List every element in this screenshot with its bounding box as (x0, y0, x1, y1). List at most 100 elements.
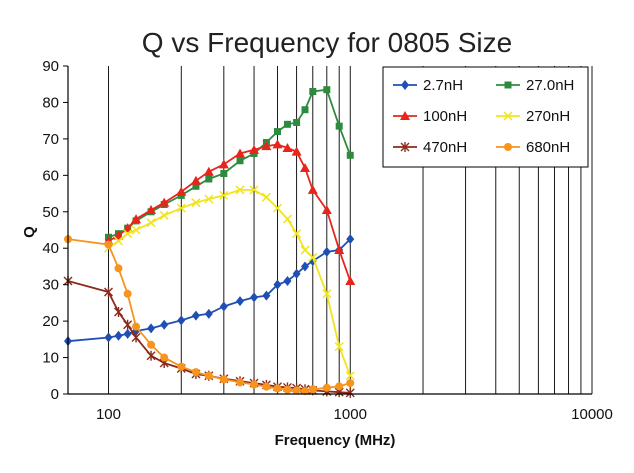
data-point (291, 146, 302, 156)
series-100nh (103, 139, 356, 286)
data-point (335, 122, 343, 130)
tick-labels: 0 10 20 30 40 50 60 70 80 90 100 1000 10000 (42, 58, 613, 423)
y-tick-label: 0 (51, 386, 59, 403)
data-point (346, 379, 355, 388)
data-point (123, 328, 132, 339)
data-point (236, 296, 245, 307)
legend-label: 100nH (423, 108, 467, 125)
series-270nh (103, 185, 355, 381)
data-point (261, 192, 271, 202)
legend-item: 27.0nH (496, 77, 574, 94)
data-point (301, 106, 309, 114)
data-point (103, 286, 113, 297)
data-point (322, 383, 331, 392)
data-point (282, 143, 293, 152)
series-680nh (64, 235, 355, 396)
data-point (114, 307, 123, 317)
data-point (131, 225, 141, 235)
data-point (345, 387, 355, 398)
marker-stroke (146, 218, 156, 228)
data-point (346, 151, 354, 159)
data-point (204, 194, 214, 204)
marker-stroke (345, 371, 355, 381)
marker-stroke (272, 203, 283, 213)
data-point (292, 386, 301, 395)
data-point (273, 384, 282, 393)
data-point (261, 141, 272, 151)
legend-label: 470nH (423, 139, 467, 156)
legend-label: 2.7nH (423, 77, 463, 94)
axes (63, 65, 592, 395)
data-point (301, 387, 310, 396)
data-point (282, 214, 293, 224)
data-point (122, 223, 133, 233)
marker-stroke (282, 214, 293, 224)
data-point (160, 319, 169, 330)
data-point (293, 118, 301, 126)
data-point (335, 382, 344, 391)
data-point (323, 86, 331, 94)
data-point (346, 234, 355, 245)
marker-stroke (249, 185, 259, 195)
data-point (236, 378, 245, 387)
y-tick-label: 40 (42, 240, 59, 257)
data-point (308, 385, 317, 394)
legend-item: 270nH (496, 108, 570, 125)
marker-stroke (131, 225, 141, 235)
data-point (131, 214, 142, 224)
data-point (104, 240, 113, 249)
legend-marker (400, 142, 410, 152)
data-point (203, 166, 214, 176)
data-point (262, 382, 271, 391)
data-point (307, 184, 318, 194)
data-point (272, 203, 283, 213)
data-point (192, 182, 200, 190)
data-point (321, 204, 332, 214)
data-point (283, 385, 292, 394)
y-tick-label: 10 (42, 350, 59, 367)
marker-stroke (159, 210, 169, 220)
data-point (219, 190, 229, 200)
y-axis-label: Q (21, 226, 38, 238)
data-point (273, 128, 281, 136)
data-point (273, 279, 282, 290)
data-point (300, 163, 311, 173)
marker-stroke (235, 185, 245, 195)
data-point (322, 289, 332, 299)
data-point (114, 330, 123, 341)
data-point (301, 261, 310, 272)
x-tick-label: 1000 (334, 406, 367, 423)
data-point (205, 175, 213, 183)
marker-stroke (113, 236, 124, 246)
data-point (250, 380, 259, 389)
data-point (160, 353, 169, 362)
data-point (309, 88, 317, 96)
data-point (345, 371, 355, 381)
marker-stroke (503, 111, 513, 121)
data-point (176, 203, 186, 213)
data-point (114, 264, 123, 273)
data-point (219, 301, 228, 312)
legend-label: 27.0nH (526, 77, 574, 94)
data-point (308, 252, 318, 262)
y-tick-label: 50 (42, 204, 59, 221)
data-point (176, 186, 187, 196)
x-tick-label: 100 (96, 406, 121, 423)
legend-marker (503, 111, 513, 121)
data-point (146, 218, 156, 228)
data-point (123, 319, 133, 330)
marker-stroke (300, 245, 310, 255)
chart-title: Q vs Frequency for 0805 Size (142, 27, 512, 58)
data-point (249, 144, 260, 154)
data-point (123, 289, 132, 298)
y-tick-label: 20 (42, 313, 59, 330)
data-point (292, 229, 302, 239)
legend-label: 680nH (526, 139, 570, 156)
data-point (283, 120, 291, 128)
legend-label: 270nH (526, 108, 570, 125)
marker-stroke (334, 342, 344, 352)
data-point (113, 230, 124, 240)
data-point (177, 362, 186, 371)
marker-stroke (219, 190, 229, 200)
